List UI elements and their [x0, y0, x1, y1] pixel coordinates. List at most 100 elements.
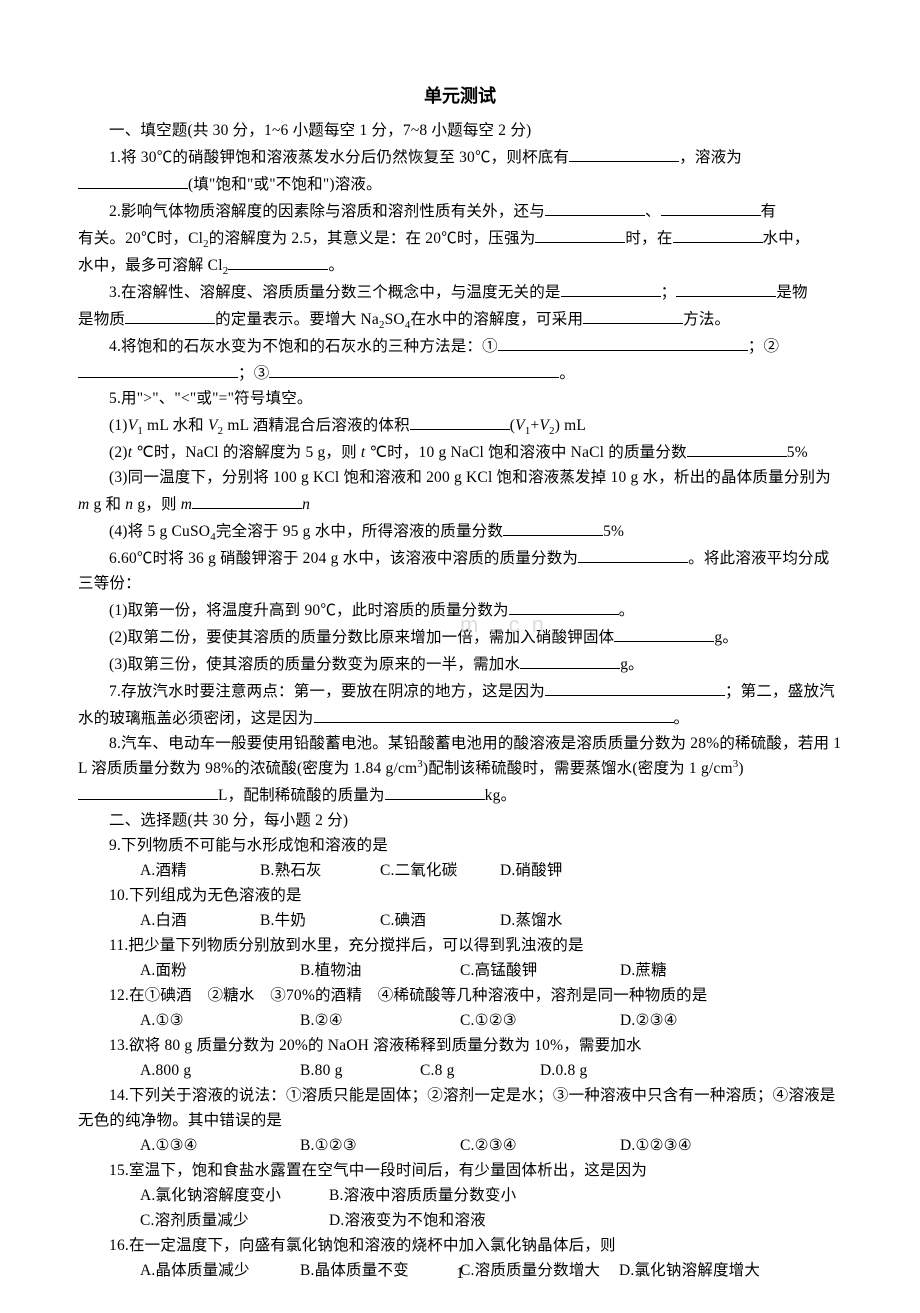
q2-blank-5[interactable] [228, 251, 328, 270]
q10: 10.下列组成为无色溶液的是 [78, 883, 842, 908]
content-body: 一、填空题(共 30 分，1~6 小题每空 1 分，7~8 小题每空 2 分) … [78, 118, 842, 1283]
q4-blank-2[interactable] [78, 359, 238, 378]
q2-blank-3[interactable] [535, 224, 625, 243]
q8-blank-2[interactable] [385, 781, 485, 800]
q13-D[interactable]: D.0.8 g [509, 1058, 629, 1083]
q2-blank-2[interactable] [661, 197, 761, 216]
q13-C[interactable]: C.8 g [389, 1058, 509, 1083]
q15: 15.室温下，饱和食盐水露置在空气中一段时间后，有少量固体析出，这是因为 [78, 1158, 842, 1183]
q6-1: (1)取第一份，将温度升高到 90℃，此时溶质的质量分数为。 [78, 596, 842, 623]
q2-blank-1[interactable] [545, 197, 645, 216]
q12-A[interactable]: A.①③ [109, 1008, 269, 1033]
q9-B[interactable]: B.熟石灰 [229, 858, 349, 883]
q9-C[interactable]: C.二氧化碳 [349, 858, 469, 883]
q11-A[interactable]: A.面粉 [109, 958, 269, 983]
section2-heading: 二、选择题(共 30 分，每小题 2 分) [78, 808, 842, 833]
q2-blank-4[interactable] [673, 224, 763, 243]
q14-C[interactable]: C.②③④ [429, 1133, 589, 1158]
q3-blank-3[interactable] [125, 305, 215, 324]
q5-4-blank[interactable] [503, 517, 603, 536]
q8-t3: ) [738, 760, 743, 777]
q7-blank-1[interactable] [545, 677, 725, 696]
q5-3-t1: (3)同一温度下，分别将 100 g KCl 饱和溶液和 200 g KCl 饱… [109, 469, 831, 486]
q2-line3: 水中，最多可溶解 Cl2。 [78, 251, 842, 278]
q10-C[interactable]: C.碘酒 [349, 908, 469, 933]
q6-1-t2: 。 [619, 602, 635, 619]
q8-t4: L，配制稀硫酸的质量为 [218, 787, 385, 804]
q12-B[interactable]: B.②④ [269, 1008, 429, 1033]
q5-3-t2: g 和 [89, 496, 125, 513]
q4-blank-1[interactable] [498, 332, 748, 351]
q13-A[interactable]: A.800 g [109, 1058, 269, 1083]
q3-text-c: 是物质 [78, 311, 125, 328]
q4-blank-3[interactable] [269, 359, 559, 378]
q5-3-n2: n [302, 496, 310, 513]
q11-D[interactable]: D.蔗糖 [589, 958, 749, 983]
q12-D[interactable]: D.②③④ [589, 1008, 749, 1033]
q5-3: (3)同一温度下，分别将 100 g KCl 饱和溶液和 200 g KCl 饱… [78, 465, 842, 517]
q5-1-blank[interactable] [410, 411, 510, 430]
q5-1-v3: V [515, 417, 525, 434]
q5-2: (2)t ℃时，NaCl 的溶解度为 5 g，则 t ℃时，10 g NaCl … [78, 438, 842, 465]
q5-3-blank[interactable] [192, 490, 302, 509]
q10-D[interactable]: D.蒸馏水 [469, 908, 589, 933]
q15-options-1: A.氯化钠溶解度变小B.溶液中溶质质量分数变小 [78, 1183, 842, 1208]
q14-D[interactable]: D.①②③④ [589, 1133, 749, 1158]
q3-text-b: ； [661, 284, 677, 301]
q5-2-t5: 5% [787, 444, 808, 461]
q2-line2: 有关。20℃时，Cl2的溶解度为 2.5，其意义是：在 20℃时，压强为时，在水… [78, 224, 842, 251]
q11-options: A.面粉B.植物油C.高锰酸钾D.蔗糖 [78, 958, 842, 983]
q5-1-rp: ) mL [555, 417, 586, 434]
q3-line2: 是物质的定量表示。要增大 Na2SO4在水中的溶解度，可采用方法。 [78, 305, 842, 332]
q5-1-t1: mL 水和 [143, 417, 208, 434]
q14: 14.下列关于溶液的说法：①溶质只能是固体；②溶剂一定是水；③一种溶液中只含有一… [78, 1083, 842, 1133]
q3-text-g: 方法。 [683, 311, 730, 328]
q1-blank-1[interactable] [569, 143, 679, 162]
q6-blank-1[interactable] [578, 544, 688, 563]
q5-2-blank[interactable] [687, 438, 787, 457]
q13-B[interactable]: B.80 g [269, 1058, 389, 1083]
q11-B[interactable]: B.植物油 [269, 958, 429, 983]
q14-B[interactable]: B.①②③ [269, 1133, 429, 1158]
q5-3-t3: g，则 [133, 496, 181, 513]
q15-B[interactable]: B.溶液中溶质质量分数变小 [329, 1187, 516, 1204]
q14-A[interactable]: A.①③④ [109, 1133, 269, 1158]
q6-3-blank[interactable] [520, 650, 620, 669]
q5-3-m2: m [181, 496, 192, 513]
q15-D[interactable]: D.溶液变为不饱和溶液 [329, 1212, 486, 1229]
q3-blank-4[interactable] [583, 305, 683, 324]
q3-blank-2[interactable] [676, 278, 776, 297]
q12-C[interactable]: C.①②③ [429, 1008, 589, 1033]
q7-t3: 。 [674, 710, 690, 727]
q1-blank-2[interactable] [78, 170, 188, 189]
q1-text-a: 1.将 30℃的硝酸钾饱和溶液蒸发水分后仍然恢复至 30℃，则杯底有 [109, 149, 569, 166]
q6-2-blank[interactable] [614, 623, 714, 642]
q8: 8.汽车、电动车一般要使用铅酸蓄电池。某铅酸蓄电池用的酸溶液是溶质质量分数为 2… [78, 731, 842, 808]
q3-blank-1[interactable] [561, 278, 661, 297]
q9-A[interactable]: A.酒精 [109, 858, 229, 883]
q2: 2.影响气体物质溶解度的因素除与溶质和溶剂性质有关外，还与、有 [78, 197, 842, 224]
q7: 7.存放汽水时要注意两点：第一，要放在阴凉的地方，这是因为；第二，盛放汽水的玻璃… [78, 677, 842, 731]
q2-text-e: 时，在 [625, 230, 672, 247]
q5-1-v1: V [128, 417, 138, 434]
q5-4-t2: 完全溶于 95 g 水中，所得溶液的质量分数 [216, 523, 503, 540]
q3-text-a: 3.在溶解性、溶解度、溶质质量分数三个概念中，与温度无关的是 [109, 284, 561, 301]
q2-text-d: 的溶解度为 2.5，其意义是：在 20℃时，压强为 [209, 230, 536, 247]
q5-2-p: (2) [109, 444, 128, 461]
q4-text-a: 4.将饱和的石灰水变为不饱和的石灰水的三种方法是：① [109, 338, 498, 355]
q15-C[interactable]: C.溶剂质量减少 [109, 1208, 329, 1233]
q8-blank-1[interactable] [78, 781, 218, 800]
q11: 11.把少量下列物质分别放到水里，充分搅拌后，可以得到乳浊液的是 [78, 933, 842, 958]
q15-A[interactable]: A.氯化钠溶解度变小 [109, 1183, 329, 1208]
q4-text-c: ；③ [238, 365, 269, 382]
q10-A[interactable]: A.白酒 [109, 908, 229, 933]
q6: 6.60℃时将 36 g 硝酸钾溶于 204 g 水中，该溶液中溶质的质量分数为… [78, 544, 842, 596]
q6-3-t1: (3)取第三份，使其溶质的质量分数变为原来的一半，需加水 [109, 656, 520, 673]
q6-3: (3)取第三份，使其溶质的质量分数变为原来的一半，需加水g。 [78, 650, 842, 677]
q2-text-b: 、 [645, 203, 661, 220]
q6-1-blank[interactable] [509, 596, 619, 615]
q11-C[interactable]: C.高锰酸钾 [429, 958, 589, 983]
q7-blank-2[interactable] [314, 704, 674, 723]
q9-D[interactable]: D.硝酸钾 [469, 858, 589, 883]
q10-B[interactable]: B.牛奶 [229, 908, 349, 933]
